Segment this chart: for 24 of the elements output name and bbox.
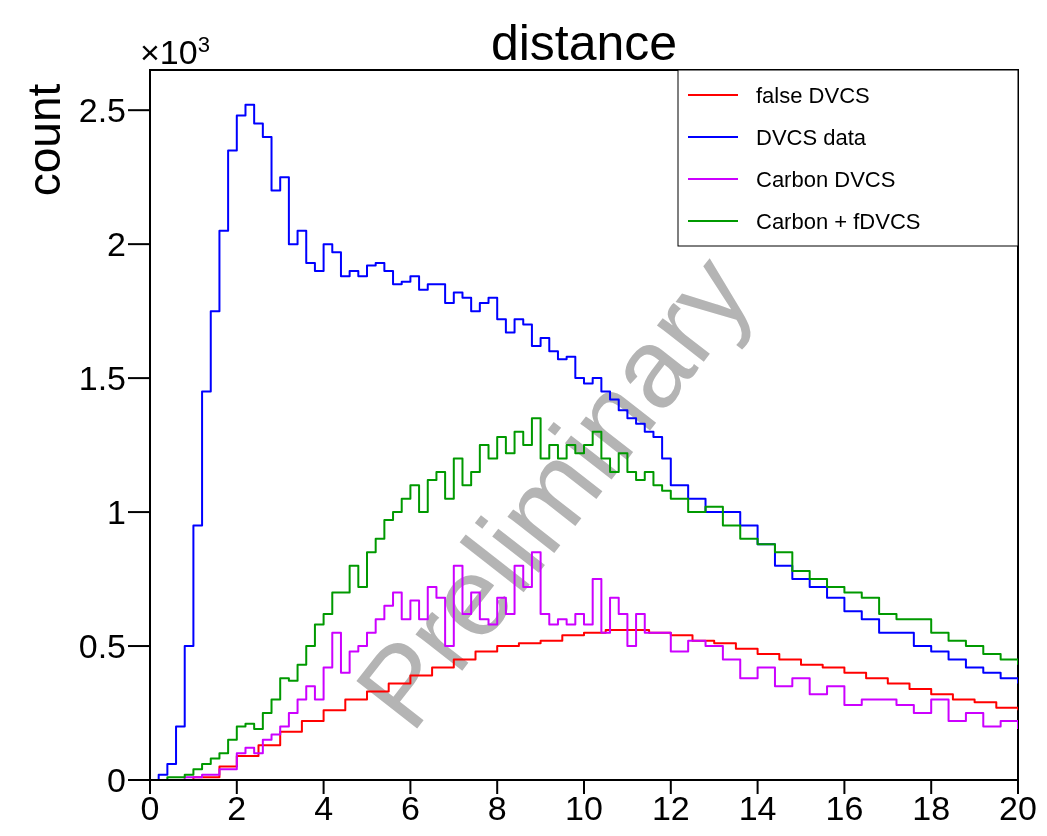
legend-label: Carbon + fDVCS — [756, 209, 921, 234]
y-tick-label: 0.5 — [78, 627, 126, 666]
legend-label: DVCS data — [756, 125, 867, 150]
x-tick-label: 12 — [651, 789, 690, 828]
x-tick-label: 4 — [314, 789, 334, 828]
y-tick-label: 0 — [107, 761, 126, 800]
x-tick-label: 14 — [738, 789, 777, 828]
legend-label: Carbon DVCS — [756, 167, 896, 192]
y-tick-label: 1.5 — [78, 359, 126, 398]
x-tick-label: 2 — [227, 789, 247, 828]
annotation: ×10$^{3}$ — [140, 31, 210, 71]
x-tick-label: 18 — [912, 789, 951, 828]
x-tick-label: 6 — [400, 789, 420, 828]
x-tick-label: 0 — [140, 789, 160, 828]
x-tick-label: 16 — [825, 789, 864, 828]
x-tick-label: 20 — [999, 789, 1037, 828]
y-tick-label: 2 — [107, 225, 126, 264]
chart-title: distance — [490, 15, 678, 71]
legend-label: false DVCS — [756, 83, 870, 108]
y-axis-title: count — [18, 83, 70, 197]
y-tick-label: 2.5 — [78, 91, 126, 130]
x-tick-label: 8 — [487, 789, 507, 828]
y-tick-label: 1 — [107, 493, 126, 532]
x-tick-label: 10 — [565, 789, 603, 828]
